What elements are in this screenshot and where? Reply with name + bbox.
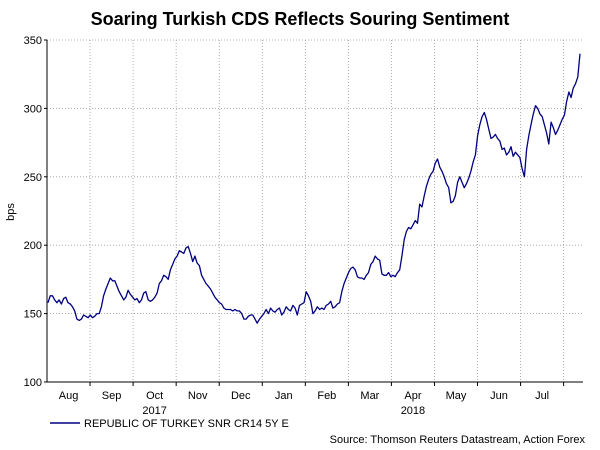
x-tick-label: Aug bbox=[59, 390, 79, 402]
x-tick-label: Apr bbox=[404, 390, 421, 402]
y-tick-labels: 100 150 200 250 300 350 bbox=[24, 35, 42, 389]
series-line bbox=[47, 53, 581, 324]
y-tick-label: 150 bbox=[24, 309, 42, 321]
series-group bbox=[47, 53, 581, 324]
x-tick-label: Nov bbox=[188, 390, 208, 402]
grid bbox=[47, 39, 583, 382]
y-tick-label: 100 bbox=[24, 377, 42, 389]
source-note: Source: Thomson Reuters Datastream, Acti… bbox=[330, 434, 586, 446]
x-tick-labels: Aug Sep Oct Nov Dec Jan Feb Mar Apr May Jun Jul 2017… bbox=[59, 390, 549, 417]
x-tick-label: May bbox=[446, 390, 467, 402]
x-tick-label: Dec bbox=[231, 390, 251, 402]
x-tick-label: Jul bbox=[535, 390, 549, 402]
x-tick-label: Mar bbox=[360, 390, 379, 402]
x-tick-label: Jun bbox=[490, 390, 508, 402]
legend-label: REPUBLIC OF TURKEY SNR CR14 5Y E bbox=[84, 418, 289, 430]
x-tick-label: Jan bbox=[275, 390, 293, 402]
y-tick-label: 300 bbox=[24, 103, 42, 115]
x-tick-label: Sep bbox=[102, 390, 122, 402]
y-tick-label: 350 bbox=[24, 35, 42, 47]
year-label: 2017 bbox=[142, 405, 166, 417]
x-tick-label: Feb bbox=[317, 390, 336, 402]
chart-title: Soaring Turkish CDS Reflects Souring Sen… bbox=[91, 9, 510, 29]
legend: REPUBLIC OF TURKEY SNR CR14 5Y E bbox=[50, 418, 289, 430]
y-axis-label: bps bbox=[5, 203, 17, 221]
year-label: 2018 bbox=[401, 405, 425, 417]
x-tick-label: Oct bbox=[146, 390, 163, 402]
y-tick-label: 200 bbox=[24, 240, 42, 252]
axes bbox=[44, 39, 583, 386]
y-tick-label: 250 bbox=[24, 172, 42, 184]
